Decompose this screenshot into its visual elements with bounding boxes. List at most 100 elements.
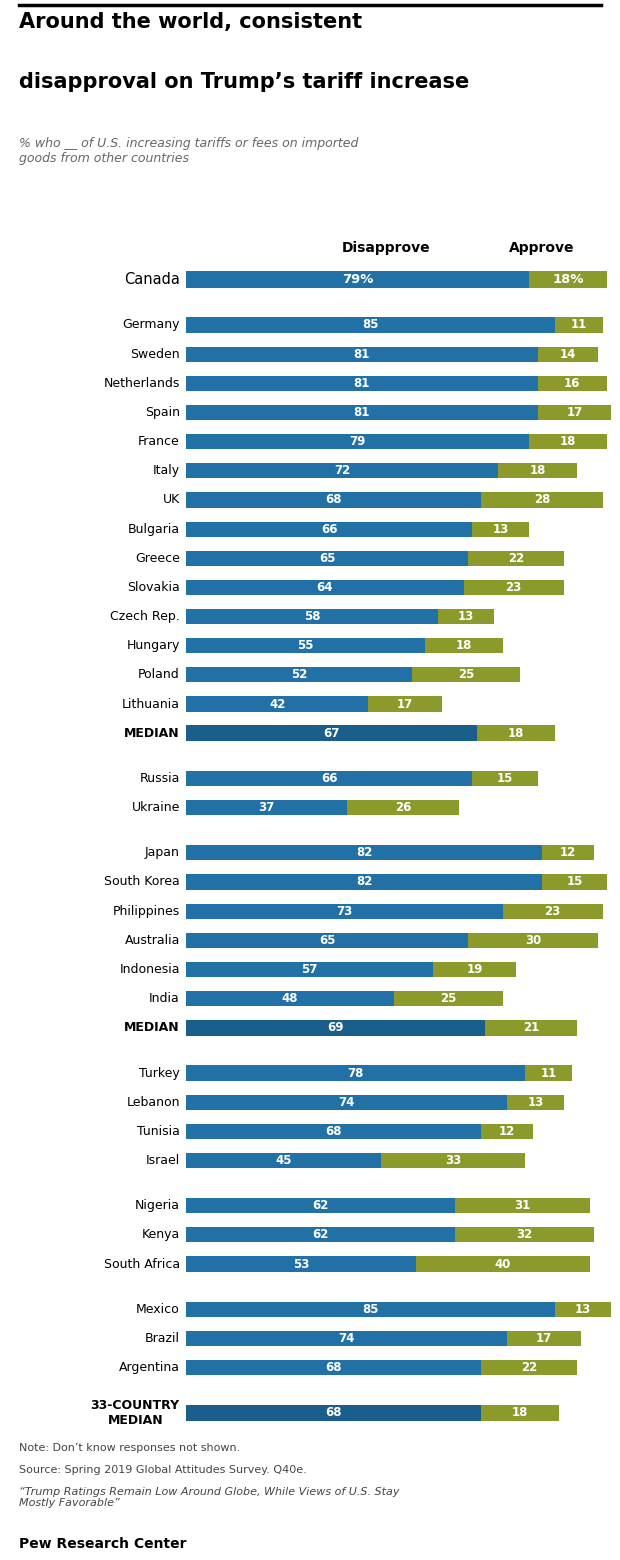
Bar [468, 551, 564, 566]
Text: 45: 45 [275, 1154, 292, 1167]
Text: India: India [149, 992, 180, 1005]
Text: Japan: Japan [145, 847, 180, 860]
Bar [186, 271, 529, 289]
Text: Approve: Approve [509, 240, 575, 254]
Bar [186, 846, 542, 861]
Text: Pew Research Center: Pew Research Center [19, 1537, 186, 1551]
Text: 64: 64 [317, 580, 333, 594]
Text: 53: 53 [293, 1257, 309, 1270]
Text: 12: 12 [560, 847, 576, 860]
Text: 69: 69 [327, 1022, 344, 1034]
Text: 42: 42 [269, 697, 285, 711]
Bar [186, 638, 425, 654]
Text: Hungary: Hungary [126, 640, 180, 652]
Text: 15: 15 [497, 772, 513, 785]
Text: 18: 18 [512, 1406, 528, 1420]
Text: 37: 37 [258, 802, 275, 814]
Text: Bulgaria: Bulgaria [128, 523, 180, 535]
Bar [394, 991, 503, 1006]
Text: 23: 23 [544, 905, 561, 917]
Text: Source: Spring 2019 Global Attitudes Survey. Q40e.: Source: Spring 2019 Global Attitudes Sur… [19, 1465, 306, 1474]
Text: Lithuania: Lithuania [122, 697, 180, 711]
Text: 81: 81 [353, 348, 370, 360]
Text: 11: 11 [570, 318, 587, 331]
Bar [472, 521, 529, 537]
Text: 72: 72 [334, 465, 350, 477]
Bar [433, 963, 516, 977]
Bar [186, 1065, 525, 1081]
Bar [464, 580, 564, 594]
Text: Lebanon: Lebanon [126, 1095, 180, 1109]
Text: Argentina: Argentina [119, 1362, 180, 1374]
Text: Spain: Spain [145, 406, 180, 420]
Bar [498, 463, 577, 479]
Bar [186, 933, 468, 948]
Bar [186, 771, 472, 786]
Bar [529, 434, 607, 449]
Text: Brazil: Brazil [145, 1332, 180, 1345]
Text: 13: 13 [458, 610, 474, 622]
Text: Greece: Greece [135, 552, 180, 565]
Bar [186, 800, 347, 816]
Bar [186, 1301, 555, 1317]
Text: 82: 82 [356, 847, 372, 860]
Bar [481, 493, 603, 507]
Text: France: France [138, 435, 180, 448]
Text: South Africa: South Africa [104, 1257, 180, 1270]
Bar [186, 696, 368, 711]
Text: 18%: 18% [552, 273, 583, 285]
Text: Australia: Australia [125, 934, 180, 947]
Text: 79: 79 [349, 435, 366, 448]
Text: “Trump Ratings Remain Low Around Globe, While Views of U.S. Stay
Mostly Favorabl: “Trump Ratings Remain Low Around Globe, … [19, 1487, 399, 1509]
Bar [425, 638, 503, 654]
Text: 25: 25 [458, 668, 474, 682]
Bar [481, 1360, 577, 1376]
Text: Around the world, consistent: Around the world, consistent [19, 12, 361, 33]
Bar [186, 1095, 507, 1109]
Text: Tunisia: Tunisia [137, 1125, 180, 1137]
Text: 16: 16 [564, 378, 580, 390]
Bar [186, 903, 503, 919]
Bar [412, 668, 520, 682]
Text: 18: 18 [529, 465, 546, 477]
Text: 48: 48 [282, 992, 298, 1005]
Bar [186, 963, 433, 977]
Bar [538, 346, 598, 362]
Text: 33-COUNTRY
MEDIAN: 33-COUNTRY MEDIAN [91, 1399, 180, 1427]
Bar [186, 521, 472, 537]
Text: 14: 14 [560, 348, 576, 360]
Bar [468, 933, 598, 948]
Text: disapproval on Trump’s tariff increase: disapproval on Trump’s tariff increase [19, 72, 469, 92]
Text: 68: 68 [326, 493, 342, 507]
Text: 33: 33 [445, 1154, 461, 1167]
Bar [186, 1228, 455, 1242]
Text: 73: 73 [336, 905, 353, 917]
Text: 30: 30 [525, 934, 541, 947]
Text: 78: 78 [347, 1067, 363, 1080]
Text: 25: 25 [440, 992, 457, 1005]
Text: 12: 12 [499, 1125, 515, 1137]
Bar [347, 800, 459, 816]
Text: 65: 65 [319, 552, 335, 565]
Text: 85: 85 [362, 1303, 379, 1315]
Bar [472, 771, 538, 786]
Text: 28: 28 [534, 493, 550, 507]
Text: 82: 82 [356, 875, 372, 889]
Text: 68: 68 [326, 1406, 342, 1420]
Text: 13: 13 [492, 523, 509, 535]
Bar [455, 1198, 590, 1214]
Bar [186, 1256, 416, 1271]
Text: 31: 31 [514, 1200, 531, 1212]
Bar [186, 1123, 481, 1139]
Text: 15: 15 [566, 875, 583, 889]
Text: 66: 66 [321, 523, 337, 535]
Bar [186, 580, 464, 594]
Bar [186, 991, 394, 1006]
Bar [507, 1095, 564, 1109]
Text: 68: 68 [326, 1362, 342, 1374]
Bar [481, 1123, 533, 1139]
Text: 32: 32 [516, 1228, 533, 1242]
Bar [186, 1360, 481, 1376]
Text: 17: 17 [566, 406, 583, 420]
Text: UK: UK [162, 493, 180, 507]
